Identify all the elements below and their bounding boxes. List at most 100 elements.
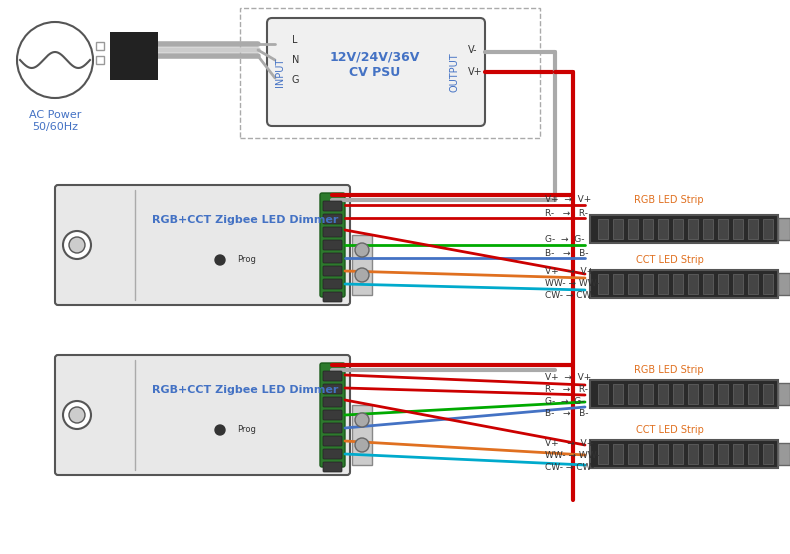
Bar xyxy=(778,443,790,465)
FancyBboxPatch shape xyxy=(55,185,350,305)
Bar xyxy=(688,384,698,404)
Bar xyxy=(688,274,698,294)
FancyBboxPatch shape xyxy=(323,227,342,237)
Bar xyxy=(673,219,683,239)
Text: WW- → WW-: WW- → WW- xyxy=(545,280,600,289)
Text: Prog: Prog xyxy=(237,255,256,264)
FancyBboxPatch shape xyxy=(320,363,345,467)
Text: L: L xyxy=(292,35,298,45)
Bar xyxy=(628,274,638,294)
Bar xyxy=(733,274,743,294)
Bar xyxy=(718,444,728,464)
Bar xyxy=(96,42,104,50)
Bar xyxy=(703,384,713,404)
Bar xyxy=(748,384,758,404)
Bar xyxy=(778,383,790,405)
Bar xyxy=(352,235,372,295)
Text: AC Power
50/60Hz: AC Power 50/60Hz xyxy=(28,110,81,132)
Bar xyxy=(748,219,758,239)
Bar xyxy=(598,444,608,464)
Circle shape xyxy=(17,22,93,98)
Circle shape xyxy=(355,243,369,257)
Bar xyxy=(658,274,668,294)
Bar xyxy=(643,274,653,294)
Circle shape xyxy=(69,407,85,423)
Text: CCT LED Strip: CCT LED Strip xyxy=(636,425,704,435)
Bar xyxy=(688,219,698,239)
Text: 12V/24V/36V
CV PSU: 12V/24V/36V CV PSU xyxy=(329,51,420,79)
Bar xyxy=(590,215,778,243)
Text: WW- → WW-: WW- → WW- xyxy=(545,450,600,459)
FancyBboxPatch shape xyxy=(323,397,342,407)
Bar xyxy=(718,274,728,294)
FancyBboxPatch shape xyxy=(323,449,342,459)
Bar xyxy=(763,444,773,464)
Bar xyxy=(110,32,158,80)
Bar xyxy=(703,444,713,464)
FancyBboxPatch shape xyxy=(323,266,342,276)
Bar xyxy=(590,440,778,468)
Bar xyxy=(763,219,773,239)
Text: Prog: Prog xyxy=(237,425,256,434)
Bar xyxy=(240,8,540,138)
FancyBboxPatch shape xyxy=(323,410,342,420)
Bar xyxy=(778,273,790,295)
Bar xyxy=(733,444,743,464)
Bar xyxy=(778,218,790,240)
Text: B-   →   B-: B- → B- xyxy=(545,249,589,258)
Bar xyxy=(613,274,623,294)
Bar xyxy=(733,219,743,239)
Bar xyxy=(643,384,653,404)
FancyBboxPatch shape xyxy=(323,436,342,446)
Bar xyxy=(613,219,623,239)
Text: G: G xyxy=(292,75,299,85)
FancyBboxPatch shape xyxy=(320,193,345,297)
Bar xyxy=(673,384,683,404)
Text: V+   →  V+: V+ → V+ xyxy=(545,268,594,276)
Bar xyxy=(748,444,758,464)
Text: B-   →   B-: B- → B- xyxy=(545,409,589,418)
Text: G-  →  G-: G- → G- xyxy=(545,398,585,407)
Text: V+: V+ xyxy=(468,67,483,77)
Bar xyxy=(598,219,608,239)
FancyBboxPatch shape xyxy=(323,384,342,394)
Text: RGB+CCT Zigbee LED Dimmer: RGB+CCT Zigbee LED Dimmer xyxy=(152,215,338,225)
Circle shape xyxy=(215,425,225,435)
Bar xyxy=(763,274,773,294)
Text: N: N xyxy=(292,55,299,65)
Bar xyxy=(598,384,608,404)
Text: R-   →   R-: R- → R- xyxy=(545,208,588,218)
Text: CW- → CW-: CW- → CW- xyxy=(545,463,594,471)
Bar xyxy=(643,444,653,464)
Bar xyxy=(628,384,638,404)
Bar xyxy=(718,384,728,404)
FancyBboxPatch shape xyxy=(323,371,342,381)
Circle shape xyxy=(355,268,369,282)
Bar xyxy=(96,56,104,64)
Circle shape xyxy=(355,413,369,427)
FancyBboxPatch shape xyxy=(323,214,342,224)
Bar xyxy=(643,219,653,239)
Bar xyxy=(590,270,778,298)
Circle shape xyxy=(63,231,91,259)
Bar xyxy=(628,219,638,239)
FancyBboxPatch shape xyxy=(323,462,342,472)
Circle shape xyxy=(355,438,369,452)
Bar xyxy=(352,405,372,465)
Text: RGB LED Strip: RGB LED Strip xyxy=(634,195,704,205)
FancyBboxPatch shape xyxy=(323,292,342,302)
Bar xyxy=(628,444,638,464)
Bar xyxy=(688,444,698,464)
Bar xyxy=(658,219,668,239)
Bar xyxy=(673,274,683,294)
Bar xyxy=(733,384,743,404)
FancyBboxPatch shape xyxy=(323,240,342,250)
Bar xyxy=(718,219,728,239)
Bar xyxy=(598,274,608,294)
Bar xyxy=(703,274,713,294)
Circle shape xyxy=(215,255,225,265)
Bar xyxy=(613,444,623,464)
FancyBboxPatch shape xyxy=(323,253,342,263)
Circle shape xyxy=(69,237,85,253)
Text: OUTPUT: OUTPUT xyxy=(450,52,460,92)
